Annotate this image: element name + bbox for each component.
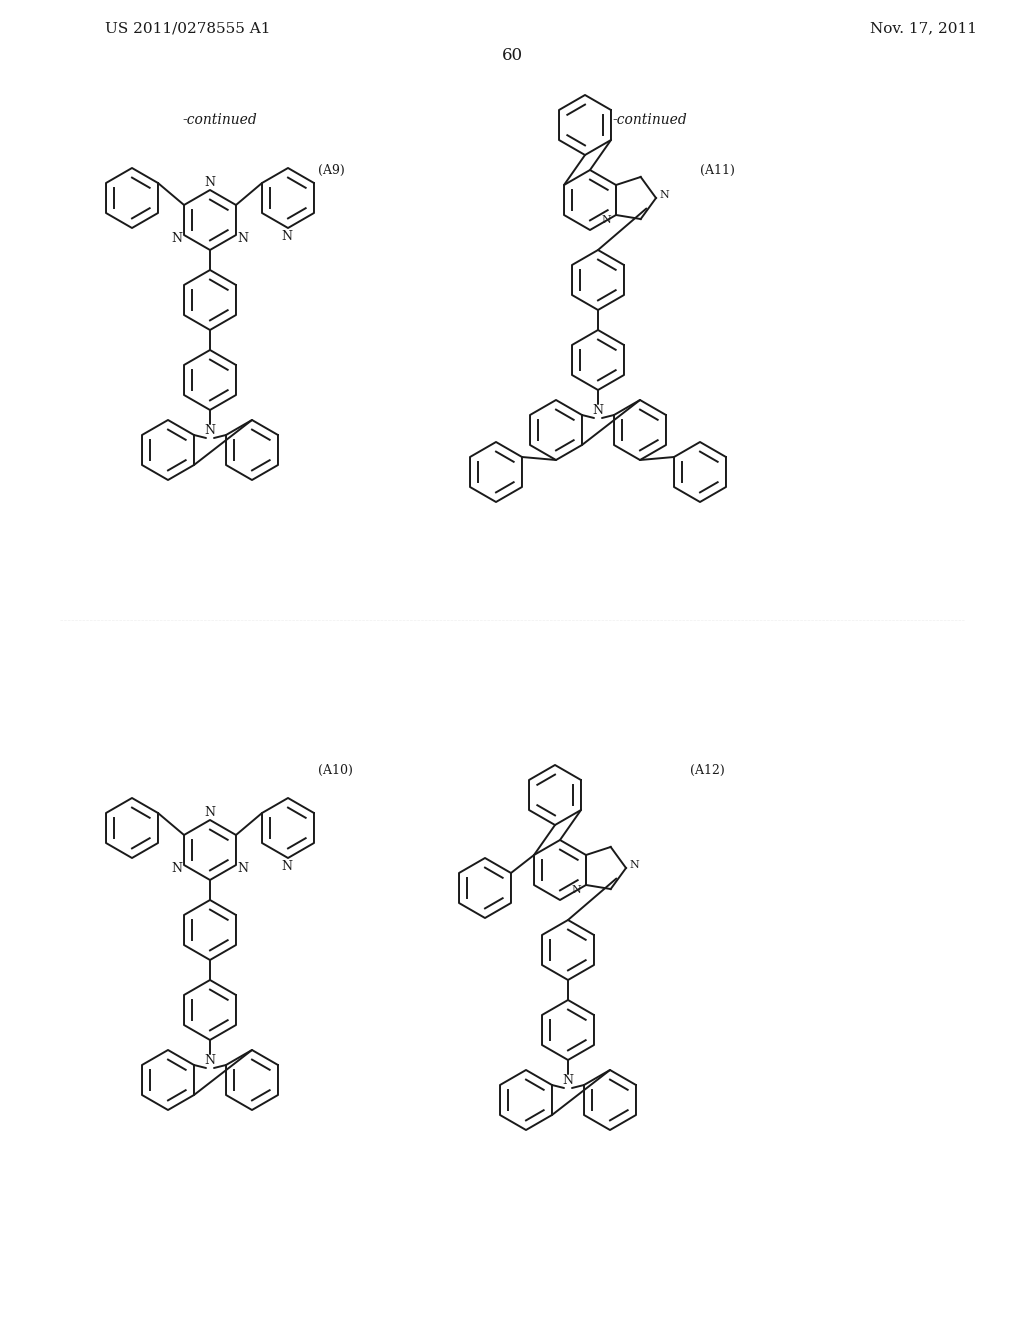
Text: N: N	[282, 859, 293, 873]
Text: 60: 60	[502, 46, 522, 63]
Text: N: N	[571, 884, 581, 895]
Text: N: N	[172, 232, 182, 246]
Text: N: N	[172, 862, 182, 875]
Text: N: N	[238, 232, 249, 246]
Text: -continued: -continued	[612, 114, 687, 127]
Text: N: N	[205, 1053, 215, 1067]
Text: N: N	[593, 404, 603, 417]
Text: -continued: -continued	[182, 114, 257, 127]
Text: N: N	[282, 230, 293, 243]
Text: (A10): (A10)	[318, 763, 353, 776]
Text: Nov. 17, 2011: Nov. 17, 2011	[870, 21, 977, 36]
Text: (A9): (A9)	[318, 164, 345, 177]
Text: US 2011/0278555 A1: US 2011/0278555 A1	[105, 21, 270, 36]
Text: N: N	[205, 176, 215, 189]
Text: (A11): (A11)	[700, 164, 735, 177]
Text: N: N	[205, 424, 215, 437]
Text: (A12): (A12)	[690, 763, 725, 776]
Text: N: N	[205, 805, 215, 818]
Text: N: N	[629, 861, 639, 870]
Text: N: N	[601, 215, 611, 224]
Text: N: N	[659, 190, 669, 201]
Text: N: N	[238, 862, 249, 875]
Text: N: N	[562, 1073, 573, 1086]
